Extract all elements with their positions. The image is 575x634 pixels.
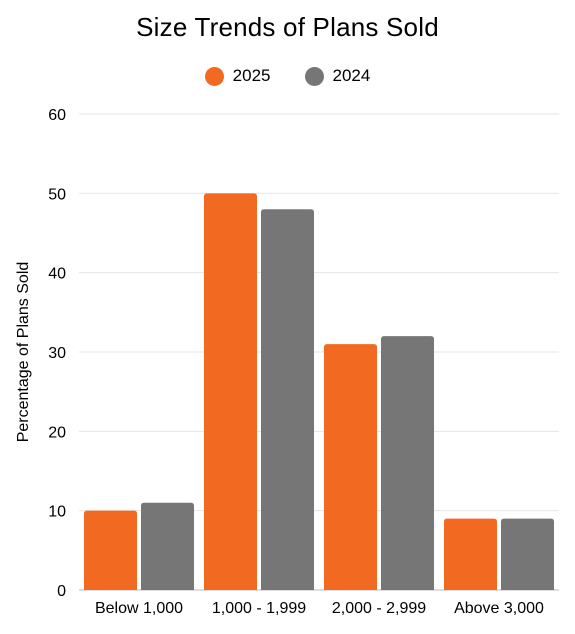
bar-2024-4 — [501, 518, 554, 590]
x-tick-label: Above 3,000 — [454, 600, 544, 617]
legend-swatch-2025 — [204, 66, 224, 86]
bars — [84, 193, 554, 591]
legend-item-2024[interactable]: 2024 — [304, 66, 371, 86]
legend: 2025 2024 — [0, 66, 575, 86]
y-tick-label: 20 — [48, 424, 66, 441]
x-tick-label: 1,000 - 1,999 — [212, 600, 306, 617]
y-tick-label: 30 — [48, 345, 66, 362]
y-tick-label: 0 — [57, 583, 66, 600]
legend-label-2024: 2024 — [332, 66, 371, 85]
x-tick-labels: Below 1,000 1,000 - 1,999 2,000 - 2,999 Abo… — [95, 600, 544, 617]
bar-2025-4 — [444, 518, 497, 590]
bar-2024-3 — [381, 336, 434, 590]
y-tick-label: 40 — [48, 266, 66, 283]
legend-swatch-2024 — [304, 66, 324, 86]
bar-2025-2 — [204, 193, 257, 591]
bar-2024-2 — [261, 209, 314, 590]
legend-item-2025[interactable]: 2025 — [204, 66, 271, 86]
bar-2024-1 — [141, 502, 194, 590]
bar-2025-3 — [324, 344, 377, 590]
chart-title: Size Trends of Plans Sold — [136, 12, 439, 42]
x-tick-label: 2,000 - 2,999 — [332, 600, 426, 617]
y-tick-label: 10 — [48, 504, 66, 521]
y-tick-label: 50 — [48, 186, 66, 203]
bar-2025-1 — [84, 510, 137, 590]
x-tick-label: Below 1,000 — [95, 600, 183, 617]
y-tick-label: 60 — [48, 107, 66, 124]
y-tick-labels: 0 10 20 30 40 50 60 — [48, 107, 66, 600]
legend-label-2025: 2025 — [232, 66, 271, 85]
